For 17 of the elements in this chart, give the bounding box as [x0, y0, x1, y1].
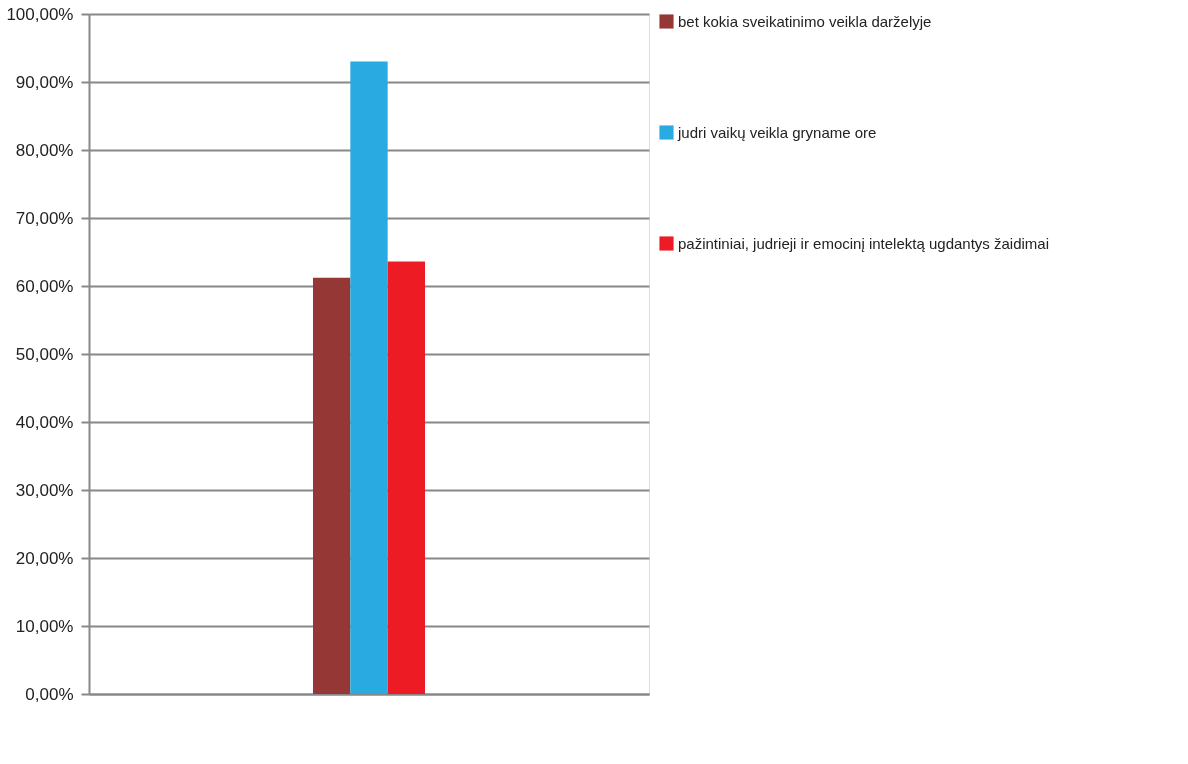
- legend-label: judri vaikų veikla gryname ore: [677, 123, 877, 141]
- y-tick-label: 20,00%: [15, 548, 74, 568]
- y-tick-label: 40,00%: [15, 412, 74, 432]
- y-tick-label: 30,00%: [15, 480, 74, 500]
- y-tick-label: 60,00%: [15, 276, 74, 296]
- y-tick-label: 80,00%: [15, 140, 74, 160]
- legend-label: pažintiniai, judrieji ir emocinį intelektą ugdantys žaidimai: [678, 234, 1050, 252]
- y-tick-label: 100,00%: [6, 4, 74, 24]
- bar: [387, 261, 425, 694]
- y-tick-label: 10,00%: [15, 616, 74, 636]
- bar: [313, 277, 351, 694]
- y-tick-label: 70,00%: [15, 208, 74, 228]
- legend-label: bet kokia sveikatinimo veikla darželyje: [678, 12, 932, 30]
- bar: [350, 61, 388, 694]
- y-tick-label: 0,00%: [25, 684, 74, 704]
- y-tick-label: 90,00%: [15, 72, 74, 92]
- y-tick-label: 50,00%: [15, 344, 74, 364]
